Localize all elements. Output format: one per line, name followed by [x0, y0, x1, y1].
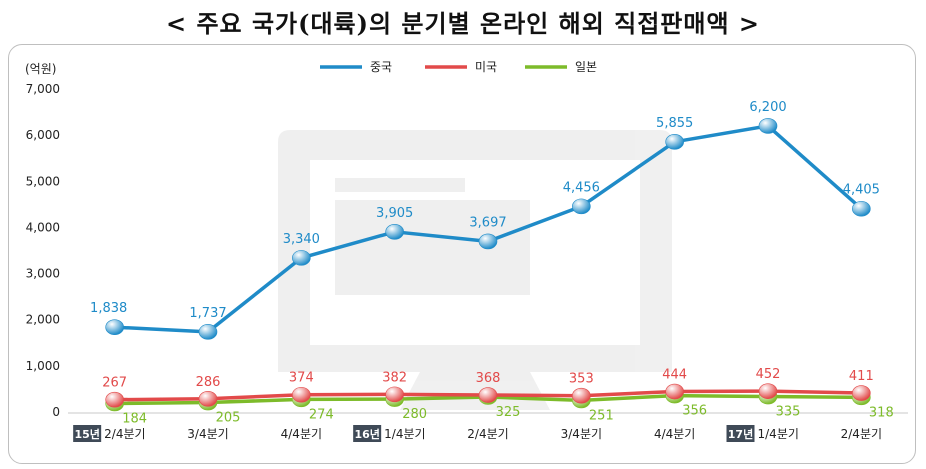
x-tick-label: 2/4분기 [841, 427, 882, 441]
data-point [292, 386, 311, 403]
y-tick-label: 7,000 [26, 82, 60, 96]
data-label: 452 [756, 367, 781, 382]
data-label: 184 [122, 412, 147, 427]
legend-label: 미국 [475, 60, 497, 74]
data-label: 3,905 [376, 206, 413, 221]
data-label: 286 [196, 375, 221, 390]
data-label: 1,838 [90, 301, 127, 316]
data-label: 411 [849, 369, 874, 384]
x-tick-label: 4/4분기 [654, 427, 695, 441]
data-point [478, 387, 498, 403]
chart-title: < 주요 국가(대륙)의 분기별 온라인 해외 직접판매액 > [165, 9, 761, 38]
data-label: 318 [869, 405, 894, 420]
data-label: 382 [382, 370, 407, 385]
chart-frame [8, 44, 916, 464]
x-tick-label: 1/4분기 [758, 427, 799, 441]
year-badge [73, 425, 102, 442]
data-label: 274 [309, 407, 334, 422]
data-label: 3,697 [469, 215, 506, 230]
x-tick-label: 3/4분기 [187, 427, 228, 441]
x-tick-label: 3/4분기 [561, 427, 602, 441]
data-point [198, 324, 218, 340]
data-label: 205 [216, 411, 241, 426]
data-label: 1,737 [189, 306, 226, 321]
data-label: 356 [682, 404, 707, 419]
y-axis-unit: (억원) [25, 62, 56, 76]
data-point [852, 200, 871, 217]
legend-label: 일본 [575, 60, 597, 74]
x-tick-label: 2/4분기 [104, 427, 145, 441]
data-point [478, 233, 498, 250]
y-tick-label: 6,000 [26, 128, 60, 142]
year-badge [726, 425, 755, 442]
y-tick-label: 2,000 [26, 313, 60, 327]
data-label: 444 [662, 368, 687, 383]
data-point [385, 224, 404, 240]
y-tick-label: 4,000 [26, 220, 60, 234]
data-point [105, 391, 124, 408]
year-label: 16년 [354, 427, 379, 441]
y-tick-label: 1,000 [26, 359, 60, 373]
data-label: 368 [476, 371, 501, 386]
data-point [852, 385, 871, 401]
data-label: 4,456 [563, 180, 600, 195]
data-point [665, 383, 684, 400]
year-badge [353, 425, 382, 442]
x-tick-label: 1/4분기 [384, 427, 425, 441]
x-tick-label: 2/4분기 [467, 427, 508, 441]
data-point [385, 386, 404, 403]
data-label: 335 [776, 405, 801, 420]
data-label: 251 [589, 408, 614, 423]
watermark-monitor-icon [278, 130, 672, 410]
data-label: 374 [289, 371, 314, 386]
data-label: 353 [569, 372, 594, 387]
data-point [198, 391, 218, 407]
year-label: 15년 [74, 427, 99, 441]
data-point [572, 198, 591, 215]
y-tick-label: 3,000 [26, 267, 60, 281]
year-label: 17년 [728, 427, 753, 441]
y-tick-label: 0 [52, 405, 60, 419]
data-point [665, 134, 684, 150]
data-label: 5,855 [656, 116, 693, 131]
data-label: 6,200 [749, 100, 786, 115]
data-label: 267 [102, 376, 127, 391]
x-tick-label: 4/4분기 [281, 427, 322, 441]
data-label: 280 [402, 407, 427, 422]
data-point [758, 118, 778, 134]
y-tick-label: 5,000 [26, 174, 60, 188]
data-point [572, 387, 591, 404]
data-label: 325 [496, 405, 521, 420]
legend-label: 중국 [370, 60, 392, 74]
data-point [292, 250, 311, 266]
data-label: 4,405 [843, 183, 880, 198]
data-point [758, 383, 778, 399]
data-point [105, 319, 124, 335]
data-label: 3,340 [283, 232, 320, 247]
